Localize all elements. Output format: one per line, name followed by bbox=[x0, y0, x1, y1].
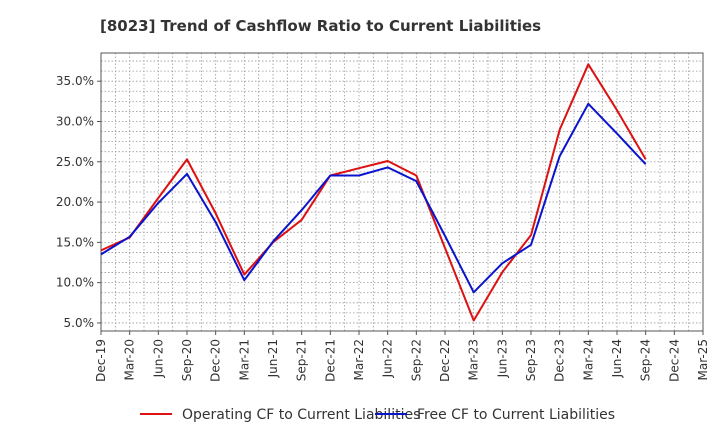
x-tick-label: Jun-22 bbox=[381, 339, 395, 378]
y-tick-label: 15.0% bbox=[56, 235, 94, 249]
x-tick-label: Sep-23 bbox=[524, 339, 538, 381]
x-tick-label: Dec-23 bbox=[553, 339, 567, 382]
x-tick-label: Sep-24 bbox=[639, 339, 653, 381]
x-tick-label: Sep-21 bbox=[295, 339, 309, 381]
y-tick-label: 10.0% bbox=[56, 276, 94, 290]
series-lines bbox=[100, 63, 647, 322]
grid bbox=[100, 53, 704, 331]
x-tick-label: Sep-20 bbox=[180, 339, 194, 381]
series-line-1 bbox=[100, 63, 647, 322]
x-tick-label: Mar-24 bbox=[581, 339, 595, 380]
legend: Operating CF to Current LiabilitiesFree … bbox=[140, 407, 615, 423]
x-tick-label: Dec-19 bbox=[94, 339, 108, 382]
x-tick-label: Jun-20 bbox=[151, 339, 165, 378]
y-tick-label: 5.0% bbox=[64, 316, 95, 330]
series-line-2 bbox=[100, 102, 647, 294]
y-tick-label: 30.0% bbox=[56, 114, 94, 128]
x-tick-label: Mar-22 bbox=[352, 339, 366, 380]
x-tick-label: Jun-23 bbox=[495, 339, 509, 378]
y-tick-label: 35.0% bbox=[56, 74, 94, 88]
x-tick-label: Mar-23 bbox=[467, 339, 481, 380]
legend-label-1: Operating CF to Current Liabilities bbox=[182, 407, 420, 423]
x-tick-label: Dec-24 bbox=[667, 339, 681, 382]
x-tick-label: Dec-21 bbox=[323, 339, 337, 382]
x-axis: Dec-19 Mar-20 Jun-20 Sep-20 Dec-20 Mar-21 Jun-… bbox=[94, 331, 710, 382]
x-tick-label: Dec-20 bbox=[209, 339, 223, 382]
x-tick-label: Jun-21 bbox=[266, 339, 280, 378]
y-axis: 5.0% 10.0% 15.0% 20.0% 25.0% 30.0% 35.0% bbox=[56, 74, 101, 330]
x-tick-label: Sep-22 bbox=[409, 339, 423, 381]
y-tick-label: 20.0% bbox=[56, 195, 94, 209]
x-tick-label: Jun-24 bbox=[610, 339, 624, 378]
x-tick-label: Mar-20 bbox=[123, 339, 137, 380]
plot-area bbox=[100, 52, 704, 332]
x-tick-label: Mar-21 bbox=[237, 339, 251, 380]
legend-label-2: Free CF to Current Liabilities bbox=[417, 407, 615, 423]
chart-title: [8023] Trend of Cashflow Ratio to Curren… bbox=[100, 17, 541, 35]
x-tick-label: Mar-25 bbox=[696, 339, 710, 380]
x-tick-label: Dec-22 bbox=[438, 339, 452, 382]
y-tick-label: 25.0% bbox=[56, 155, 94, 169]
